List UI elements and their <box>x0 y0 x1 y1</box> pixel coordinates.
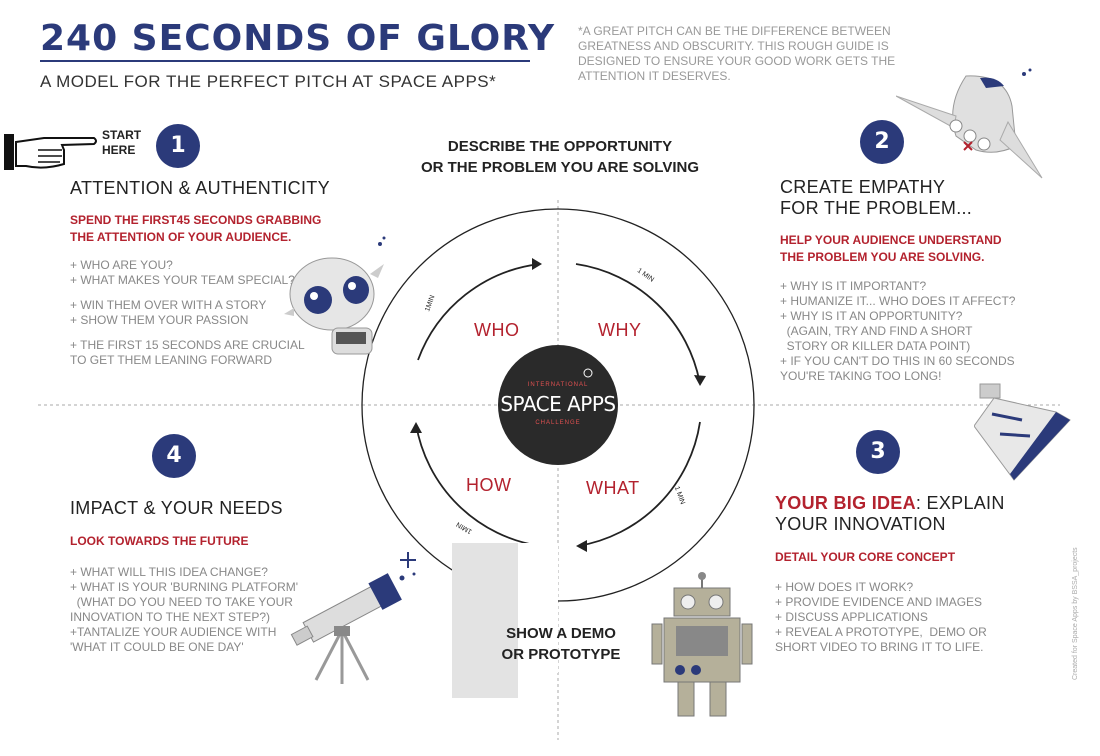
pointing-hand-icon <box>4 134 97 170</box>
center-bottom-label: SHOW A DEMO OR PROTOTYPE <box>496 623 626 665</box>
section3-title-line2: YOUR INNOVATION <box>775 514 946 534</box>
section1-subtitle-line1: SPEND THE FIRST45 SECONDS GRABBING <box>70 213 322 227</box>
step-number-1: 1 <box>156 124 200 168</box>
list-item: + REVEAL A PROTOTYPE, DEMO OR <box>775 625 987 639</box>
start-line1: START <box>102 128 142 142</box>
list-item: INNOVATION TO THE NEXT STEP?) <box>70 610 271 624</box>
label-how: HOW <box>466 475 512 495</box>
section4-title: IMPACT & YOUR NEEDS <box>70 498 283 518</box>
section2-subtitle-line2: THE PROBLEM YOU ARE SOLVING. <box>780 250 985 264</box>
list-item: + SHOW THEM YOUR PASSION <box>70 313 249 327</box>
list-item: + WHAT IS YOUR 'BURNING PLATFORM' <box>70 580 299 594</box>
alien-icon <box>284 236 386 355</box>
page-title: 240 SECONDS OF GLORY <box>40 18 556 59</box>
logo-bottom-text: CHALLENGE <box>535 420 581 426</box>
list-item: + WHAT WILL THIS IDEA CHANGE? <box>70 565 268 579</box>
list-item: + WHAT MAKES YOUR TEAM SPECIAL? <box>70 273 295 287</box>
logo-star <box>583 368 593 378</box>
section2-subtitle: HELP YOUR AUDIENCE UNDERSTAND THE PROBLE… <box>780 232 1002 266</box>
center-bottom-line1: SHOW A DEMO <box>506 625 616 642</box>
center-top-line2: OR THE PROBLEM YOU ARE SOLVING <box>420 159 700 176</box>
space-shuttle-icon <box>896 68 1043 179</box>
step-number-4: 4 <box>152 434 196 478</box>
robot-icon <box>651 572 753 717</box>
page-subtitle: A MODEL FOR THE PERFECT PITCH AT SPACE A… <box>40 72 497 91</box>
list-item: + WHY IS IT IMPORTANT? <box>780 279 927 293</box>
list-item: STORY OR KILLER DATA POINT) <box>780 339 971 353</box>
arrow-head-4 <box>410 422 422 433</box>
section2-title-line2: FOR THE PROBLEM... <box>780 198 973 218</box>
center-top-label: DESCRIBE THE OPPORTUNITY OR THE PROBLEM … <box>400 136 720 178</box>
step-number-2: 2 <box>860 120 904 164</box>
list-item: + WIN THEM OVER WITH A STORY <box>70 298 267 312</box>
logo-top-text: INTERNATIONAL <box>527 382 589 388</box>
section2-title: CREATE EMPATHY FOR THE PROBLEM... <box>780 177 972 219</box>
list-item: + HUMANIZE IT... WHO DOES IT AFFECT? <box>780 294 1016 308</box>
start-here-label: START HERE <box>102 128 162 158</box>
section3-subtitle: DETAIL YOUR CORE CONCEPT <box>775 550 956 564</box>
arc-who-why <box>417 263 541 361</box>
section2-list: + WHY IS IT IMPORTANT? + HUMANIZE IT... … <box>780 279 1015 384</box>
label-what: WHAT <box>586 478 640 498</box>
arc-what-how <box>577 421 701 547</box>
list-item: + WHY IS IT AN OPPORTUNITY? <box>780 309 963 323</box>
header-note: *A GREAT PITCH CAN BE THE DIFFERENCE BET… <box>578 24 896 83</box>
label-who: WHO <box>474 320 520 340</box>
list-item: (WHAT DO YOU NEED TO TAKE YOUR <box>70 595 293 609</box>
demo-bracket-gap <box>518 543 558 673</box>
list-item: 'WHAT IT COULD BE ONE DAY' <box>70 640 244 654</box>
list-item: SHORT VIDEO TO BRING IT TO LIFE. <box>775 640 984 654</box>
section4-subtitle: LOOK TOWARDS THE FUTURE <box>70 534 249 548</box>
title-underline <box>40 60 530 62</box>
arrow-head-3 <box>576 540 587 552</box>
list-item: YOU'RE TAKING TOO LONG! <box>780 369 942 383</box>
arrow-head-1 <box>532 258 542 270</box>
section2-subtitle-line1: HELP YOUR AUDIENCE UNDERSTAND <box>780 233 1002 247</box>
demo-bracket <box>452 543 518 698</box>
list-item: TO GET THEM LEANING FORWARD <box>70 353 273 367</box>
section3-title-rest: : EXPLAIN <box>915 493 1005 513</box>
section3-title: YOUR BIG IDEA: EXPLAIN YOUR INNOVATION <box>775 493 1005 535</box>
capsule-icon <box>974 383 1071 481</box>
section1-subtitle: SPEND THE FIRST45 SECONDS GRABBING THE A… <box>70 212 321 246</box>
section2-title-line1: CREATE EMPATHY <box>780 177 946 197</box>
list-item: +TANTALIZE YOUR AUDIENCE WITH <box>70 625 277 639</box>
list-item: + PROVIDE EVIDENCE AND IMAGES <box>775 595 983 609</box>
logo-main-text: SPACE APPS <box>500 392 616 416</box>
section4-list: + WHAT WILL THIS IDEA CHANGE? + WHAT IS … <box>70 565 298 655</box>
center-top-line1: DESCRIBE THE OPPORTUNITY <box>447 138 673 155</box>
list-item: + WHO ARE YOU? <box>70 258 173 272</box>
telescope-icon <box>290 552 416 684</box>
space-apps-logo <box>498 345 618 465</box>
section1-list: + WHO ARE YOU? + WHAT MAKES YOUR TEAM SP… <box>70 258 305 368</box>
list-item: + THE FIRST 15 SECONDS ARE CRUCIAL <box>70 338 305 352</box>
arc-why-what <box>575 263 701 385</box>
list-item: + IF YOU CAN'T DO THIS IN 60 SECONDS <box>780 354 1015 368</box>
section3-title-highlight: YOUR BIG IDEA <box>775 493 916 513</box>
section1-title: ATTENTION & AUTHENTICITY <box>70 178 330 198</box>
arc-how-who <box>415 423 541 547</box>
start-line2: HERE <box>102 143 136 157</box>
section3-list: + HOW DOES IT WORK? + PROVIDE EVIDENCE A… <box>775 580 987 655</box>
credit-text: Created for Space Apps by BSSA_projects <box>1072 547 1079 680</box>
list-item: + DISCUSS APPLICATIONS <box>775 610 928 624</box>
list-item: + HOW DOES IT WORK? <box>775 580 914 594</box>
arrow-head-2 <box>694 375 706 386</box>
center-bottom-line2: OR PROTOTYPE <box>501 646 621 663</box>
label-why: WHY <box>598 320 642 340</box>
list-item: (AGAIN, TRY AND FIND A SHORT <box>780 324 973 338</box>
section1-subtitle-line2: THE ATTENTION OF YOUR AUDIENCE. <box>70 230 292 244</box>
step-number-3: 3 <box>856 430 900 474</box>
